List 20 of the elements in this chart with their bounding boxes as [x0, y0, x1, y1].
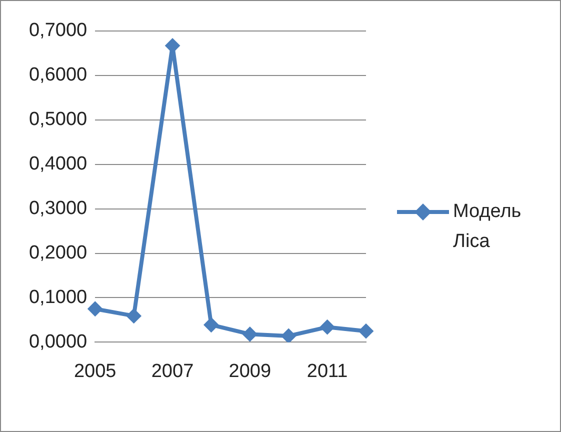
- point: [281, 328, 296, 342]
- point: [88, 301, 103, 316]
- point: [204, 317, 219, 332]
- y-tick-label: 0,3000: [28, 198, 88, 220]
- x-tick-label: 2005: [74, 360, 116, 382]
- y-tick-label: 0,5000: [28, 109, 88, 130]
- y-tick-label: 0,4000: [28, 154, 88, 175]
- y-tick-label: 0,0000: [28, 331, 88, 352]
- x-tick-label: 2007: [151, 360, 194, 382]
- point: [358, 324, 374, 339]
- y-tick-label: 0,1000: [28, 286, 88, 308]
- point: [242, 326, 258, 342]
- x-tick-label: 2011: [306, 360, 348, 382]
- y-tick-label: 0,2000: [28, 242, 88, 264]
- legend-label: Модель Ліса: [453, 200, 522, 254]
- y-tick-label: 0,6000: [28, 64, 88, 86]
- point: [126, 308, 142, 324]
- y-tick-label: 0,7000: [28, 20, 88, 42]
- point: [320, 320, 335, 335]
- x-tick-label: 2009: [228, 360, 272, 382]
